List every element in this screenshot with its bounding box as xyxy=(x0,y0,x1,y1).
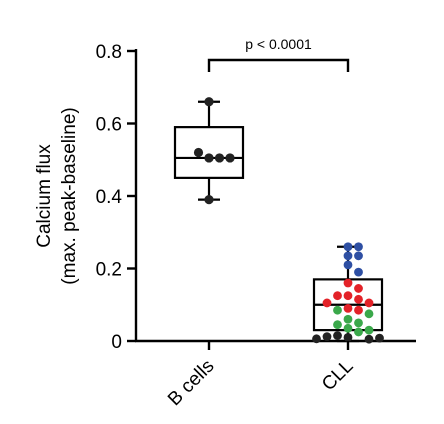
data-point xyxy=(343,242,353,252)
data-point xyxy=(354,305,363,315)
data-point xyxy=(354,284,363,293)
data-point xyxy=(343,314,353,324)
data-point xyxy=(354,242,363,252)
data-point xyxy=(364,334,374,344)
y-axis-title-line2: (max. peak-baseline) xyxy=(59,107,80,284)
data-point xyxy=(333,331,342,340)
box xyxy=(173,126,245,179)
data-point xyxy=(322,298,332,308)
y-tick-label: 0 xyxy=(111,332,122,353)
data-point xyxy=(354,318,363,328)
y-tick-label: 0.6 xyxy=(96,115,122,136)
data-point xyxy=(322,332,332,342)
data-point xyxy=(204,153,214,163)
y-axis-title-line1: Calcium flux xyxy=(34,144,55,248)
x-tick-labels: B cells CLL xyxy=(164,341,358,410)
y-ticks: 0 0.2 0.4 0.6 0.8 xyxy=(96,42,136,353)
significance-annotation: p < 0.0001 xyxy=(207,36,350,72)
data-point xyxy=(354,251,363,261)
p-value-label: p < 0.0001 xyxy=(245,36,312,52)
axes xyxy=(134,49,416,343)
data-point xyxy=(333,291,342,301)
data-point xyxy=(204,97,214,107)
data-point xyxy=(193,147,204,158)
data-point xyxy=(343,260,353,270)
data-point xyxy=(364,309,374,319)
data-points xyxy=(193,97,384,344)
data-point xyxy=(214,153,225,163)
x-tick-label: B cells xyxy=(164,356,218,410)
data-point xyxy=(343,278,353,288)
x-tick-label: CLL xyxy=(318,356,357,395)
data-point xyxy=(204,195,214,205)
data-point xyxy=(354,327,363,337)
significance-bracket xyxy=(207,58,350,72)
data-point xyxy=(354,294,363,304)
data-point xyxy=(333,305,342,315)
data-point xyxy=(343,332,353,342)
data-point xyxy=(343,251,353,261)
y-tick-label: 0.8 xyxy=(96,42,122,63)
data-point xyxy=(343,303,353,313)
data-point xyxy=(354,267,363,277)
data-point xyxy=(225,153,235,163)
data-point xyxy=(364,325,374,335)
data-point xyxy=(333,320,342,330)
data-point xyxy=(312,334,321,344)
data-point xyxy=(343,323,353,333)
data-point xyxy=(375,333,384,343)
y-tick-label: 0.2 xyxy=(96,260,122,281)
y-tick-label: 0.4 xyxy=(96,187,123,208)
data-point xyxy=(364,298,374,308)
data-point xyxy=(343,291,353,301)
